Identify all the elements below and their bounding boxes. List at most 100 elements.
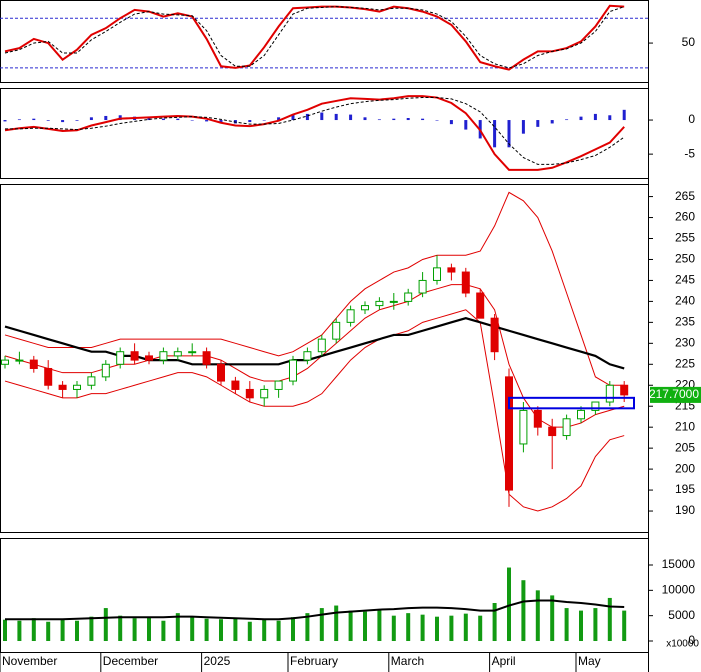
volume-bar [190,616,195,642]
panel-frame [0,88,649,179]
candle-body [15,359,24,362]
volume-bar [233,618,238,642]
candle-body [29,359,38,369]
volume-bar [449,615,454,642]
histogram-bar [464,120,468,130]
volume-bar [521,580,526,642]
x-tick-label: March [391,654,424,668]
candle-body [533,409,542,428]
candle-body [332,321,341,340]
histogram-bar [46,120,50,121]
candle-body [447,267,456,273]
y-tick-label: 235 [675,315,695,329]
candle-body [591,401,600,411]
histogram-bar [262,120,266,121]
volume-bar [291,617,295,642]
panel-frame [0,0,649,83]
volume-bar [46,621,51,642]
line-series [4,95,625,171]
histogram-bar [406,118,410,121]
candle-body [433,267,441,281]
histogram-bar [75,120,79,121]
histogram-bar [435,120,439,121]
candle-body [202,351,211,365]
volume-bar [262,619,267,642]
histogram-bar [521,120,525,134]
y-tick-label: 255 [675,231,695,245]
y-tick-label: 250 [675,252,695,266]
candle-body [116,351,125,365]
candle-body [361,305,369,311]
histogram-bar [550,120,554,124]
histogram-bar [507,120,511,148]
candle-body [505,376,513,491]
histogram-bar [190,120,194,121]
volume-bar [377,609,382,642]
histogram-bar [291,114,295,121]
histogram-bar [118,115,122,121]
y-tick-label: 260 [675,210,695,224]
y-tick-label: 265 [675,189,695,203]
volume-bar [363,611,367,642]
volume-bar [3,619,7,642]
candle-body [317,338,326,353]
y-tick-label: 210 [675,419,695,433]
volume-bar [550,595,555,642]
volume-bar [564,608,569,642]
y-tick-label: 5000 [668,608,695,622]
candle-body [260,388,269,399]
line-series [4,309,625,512]
candle-body [461,271,470,294]
histogram-bar [392,118,396,121]
histogram-bar [349,114,353,121]
candle-body [159,351,168,361]
volume-bar [391,615,396,642]
volume-bar [507,567,511,642]
candle-body [418,279,427,294]
x-tick-label: May [578,654,601,668]
candle-body [375,300,384,307]
volume-bar [75,620,79,642]
histogram-bar [89,117,93,121]
histogram-bar [205,120,209,122]
volume-bar [622,610,627,642]
line-series [5,97,625,165]
volume-bar [535,590,540,642]
volume-bar [31,618,36,642]
candle-body [73,384,81,390]
volume-bar [348,610,353,642]
volume-bar [204,618,209,642]
volume-bar [593,608,598,642]
y-tick-label: 50 [682,35,696,49]
histogram-bar [334,113,338,121]
x-tick-label: November [2,654,57,668]
histogram-bar [593,113,597,121]
line-series [4,4,625,71]
y-tick-label: 240 [675,294,695,308]
candle-body [44,367,53,386]
y-tick-label: 225 [675,356,695,370]
y-tick-label: 0 [688,633,695,647]
histogram-bar [161,118,165,121]
volume-bar [334,605,339,642]
candle-body [173,351,182,357]
volume-bar [607,597,612,642]
volume-bar [118,615,123,642]
histogram-bar [248,120,252,123]
candle-body [217,363,225,382]
volume-bar [435,616,439,642]
histogram-bar [493,120,497,148]
candle-body [231,380,240,390]
candle-body [1,359,9,365]
volume-bar [60,619,65,642]
volume-bar [463,613,468,642]
histogram-bar [305,113,309,121]
x-tick-label: February [290,654,338,668]
unit-label: x10000 [666,639,699,650]
histogram-bar [61,120,65,123]
histogram-bar [622,109,626,121]
last-price-label: 217.7000 [649,387,699,401]
volume-bar [420,614,425,642]
candle-body [58,384,67,390]
